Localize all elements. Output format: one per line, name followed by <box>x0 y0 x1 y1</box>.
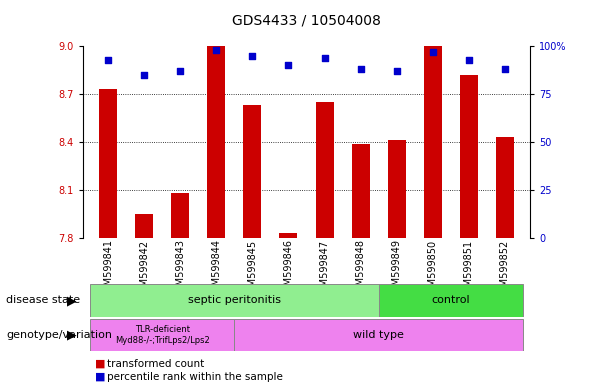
Text: disease state: disease state <box>6 295 80 306</box>
Point <box>103 56 113 63</box>
Text: GSM599843: GSM599843 <box>175 239 185 298</box>
Text: ■: ■ <box>95 359 105 369</box>
Bar <box>99 89 117 238</box>
Point <box>248 53 257 59</box>
Text: GSM599841: GSM599841 <box>103 239 113 298</box>
Bar <box>207 46 226 238</box>
Bar <box>243 105 261 238</box>
Text: GSM599847: GSM599847 <box>319 239 330 298</box>
Text: GSM599844: GSM599844 <box>211 239 221 298</box>
Bar <box>387 141 406 238</box>
Point <box>500 66 510 72</box>
Bar <box>90 319 234 351</box>
Text: ▶: ▶ <box>67 329 77 341</box>
Bar <box>171 193 189 238</box>
Text: control: control <box>432 295 470 306</box>
Point <box>284 62 294 68</box>
Text: wild type: wild type <box>353 330 404 340</box>
Text: GSM599846: GSM599846 <box>283 239 294 298</box>
Point <box>356 66 365 72</box>
Bar <box>496 137 514 238</box>
Text: GSM599848: GSM599848 <box>356 239 365 298</box>
Point <box>175 68 185 74</box>
Text: TLR-deficient
Myd88-/-;TrifLps2/Lps2: TLR-deficient Myd88-/-;TrifLps2/Lps2 <box>115 325 210 345</box>
Bar <box>460 75 478 238</box>
Text: ■: ■ <box>95 372 105 382</box>
Bar <box>316 102 333 238</box>
Text: GDS4433 / 10504008: GDS4433 / 10504008 <box>232 13 381 27</box>
Text: transformed count: transformed count <box>107 359 205 369</box>
Text: septic peritonitis: septic peritonitis <box>188 295 281 306</box>
Text: GSM599852: GSM599852 <box>500 239 510 299</box>
Point <box>211 47 221 53</box>
Point <box>139 72 149 78</box>
Bar <box>379 284 523 317</box>
Text: GSM599845: GSM599845 <box>248 239 257 298</box>
Text: GSM599850: GSM599850 <box>428 239 438 298</box>
Bar <box>135 214 153 238</box>
Bar <box>352 144 370 238</box>
Text: GSM599851: GSM599851 <box>464 239 474 298</box>
Point <box>464 56 474 63</box>
Bar <box>280 233 297 238</box>
Point <box>319 55 329 61</box>
Point <box>392 68 402 74</box>
Text: GSM599849: GSM599849 <box>392 239 402 298</box>
Text: percentile rank within the sample: percentile rank within the sample <box>107 372 283 382</box>
Point <box>428 49 438 55</box>
Text: ▶: ▶ <box>67 294 77 307</box>
Bar <box>234 319 523 351</box>
Text: genotype/variation: genotype/variation <box>6 330 112 340</box>
Text: GSM599842: GSM599842 <box>139 239 149 298</box>
Bar <box>424 46 442 238</box>
Bar <box>90 284 379 317</box>
